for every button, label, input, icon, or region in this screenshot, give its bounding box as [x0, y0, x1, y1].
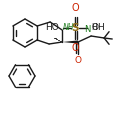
- Polygon shape: [62, 40, 78, 44]
- Text: H: H: [92, 24, 97, 33]
- Text: HO: HO: [45, 24, 59, 33]
- Text: NH: NH: [63, 24, 75, 33]
- Text: N: N: [84, 25, 90, 34]
- Text: S: S: [71, 23, 79, 33]
- Text: O: O: [75, 56, 82, 65]
- Text: O: O: [71, 43, 79, 53]
- Text: OH: OH: [91, 24, 105, 33]
- Text: O: O: [71, 3, 79, 13]
